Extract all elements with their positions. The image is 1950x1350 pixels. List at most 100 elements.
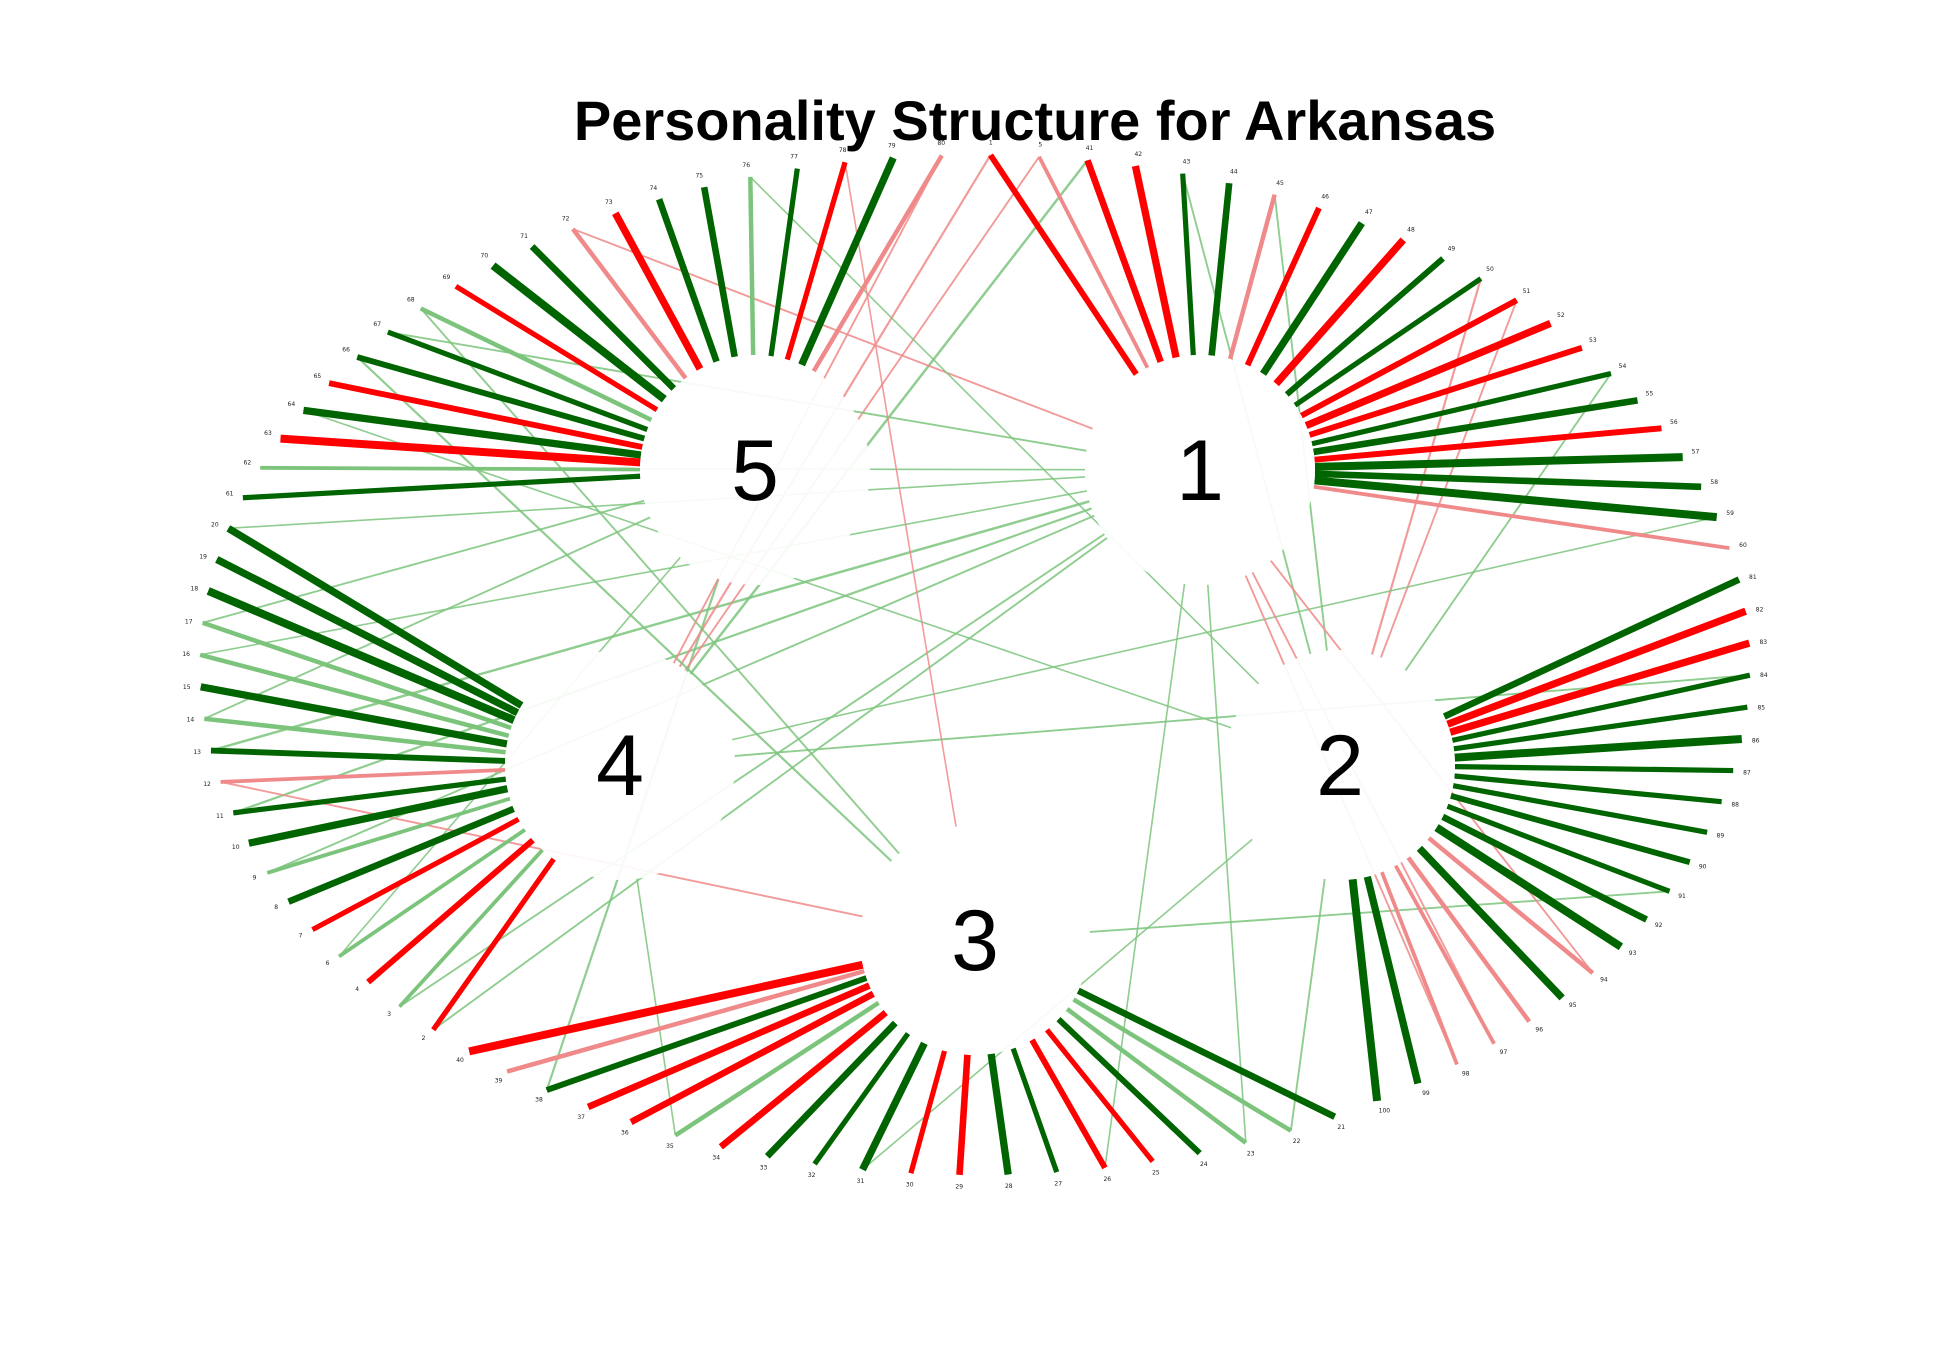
loading-edge-item-45 xyxy=(1227,194,1277,360)
item-label-60: 60 xyxy=(1739,542,1747,549)
loading-edge-item-97 xyxy=(1393,864,1496,1045)
loading-edge-item-98 xyxy=(1380,871,1459,1066)
loading-edge-item-49 xyxy=(1284,256,1445,397)
loading-edge-item-18 xyxy=(206,587,516,724)
item-label-67: 67 xyxy=(373,321,381,328)
item-label-18: 18 xyxy=(191,586,199,593)
loading-edge-item-75 xyxy=(700,186,738,358)
loading-edge-item-24 xyxy=(1056,1016,1202,1156)
item-label-100: 100 xyxy=(1379,1108,1391,1115)
loading-edge-item-57 xyxy=(1314,453,1683,471)
item-label-92: 92 xyxy=(1655,922,1663,929)
item-label-31: 31 xyxy=(857,1178,865,1185)
loading-edge-item-80 xyxy=(811,154,944,373)
item-label-10: 10 xyxy=(232,844,240,851)
item-label-71: 71 xyxy=(520,233,528,240)
cross-loading-edge xyxy=(572,228,1093,430)
item-label-2: 2 xyxy=(422,1035,426,1042)
loading-edge-item-53 xyxy=(1308,345,1583,438)
factor-label-2: 2 xyxy=(1316,718,1364,814)
loading-edge-item-20 xyxy=(226,525,524,709)
item-label-93: 93 xyxy=(1629,950,1637,957)
loading-edge-item-74 xyxy=(656,198,720,363)
item-label-83: 83 xyxy=(1759,639,1767,646)
loading-edge-item-3 xyxy=(398,848,544,1008)
loading-edge-item-54 xyxy=(1311,371,1612,447)
cross-loading-edge xyxy=(399,533,1106,1008)
item-label-45: 45 xyxy=(1276,180,1284,187)
item-label-16: 16 xyxy=(182,651,190,658)
loading-edge-item-23 xyxy=(1065,1007,1248,1145)
item-label-15: 15 xyxy=(183,684,191,691)
item-label-98: 98 xyxy=(1462,1070,1470,1077)
item-label-21: 21 xyxy=(1337,1124,1345,1131)
item-label-26: 26 xyxy=(1103,1176,1111,1183)
loading-edge-item-19 xyxy=(215,556,520,717)
loading-edge-item-6 xyxy=(337,828,527,959)
item-label-51: 51 xyxy=(1523,288,1531,295)
primary-loading-edges xyxy=(199,153,1751,1176)
item-label-35: 35 xyxy=(666,1143,674,1150)
loading-edge-item-78 xyxy=(784,161,848,361)
loading-edge-item-28 xyxy=(987,1053,1012,1176)
loading-edge-item-14 xyxy=(204,716,506,755)
item-label-66: 66 xyxy=(342,346,350,353)
item-label-94: 94 xyxy=(1600,977,1608,984)
item-label-32: 32 xyxy=(808,1172,816,1179)
item-label-76: 76 xyxy=(742,162,750,169)
loading-edge-item-32 xyxy=(812,1031,911,1166)
item-label-12: 12 xyxy=(203,781,211,788)
item-label-46: 46 xyxy=(1321,194,1329,201)
item-label-17: 17 xyxy=(185,618,193,625)
item-label-80: 80 xyxy=(937,140,945,147)
item-label-82: 82 xyxy=(1756,606,1764,613)
item-label-59: 59 xyxy=(1726,510,1734,517)
loading-edge-item-68 xyxy=(419,306,653,422)
item-label-77: 77 xyxy=(790,153,798,160)
item-label-75: 75 xyxy=(695,172,703,179)
loading-edge-item-77 xyxy=(768,168,800,357)
item-label-38: 38 xyxy=(535,1097,543,1104)
item-label-11: 11 xyxy=(216,813,224,820)
item-label-44: 44 xyxy=(1230,168,1238,175)
item-label-33: 33 xyxy=(760,1164,768,1171)
cross-loading-edge xyxy=(203,516,651,720)
factor-nodes: 1 2 3 4 5 xyxy=(505,355,1455,1055)
item-label-5: 5 xyxy=(1038,141,1042,148)
item-label-87: 87 xyxy=(1743,770,1751,777)
item-label-7: 7 xyxy=(299,932,303,939)
loading-edge-item-37 xyxy=(586,982,871,1110)
item-label-97: 97 xyxy=(1500,1049,1508,1056)
item-label-14: 14 xyxy=(187,717,195,724)
item-label-99: 99 xyxy=(1422,1090,1430,1097)
loading-edge-item-91 xyxy=(1446,803,1671,894)
item-label-20: 20 xyxy=(211,522,219,529)
item-label-28: 28 xyxy=(1005,1183,1013,1190)
item-label-91: 91 xyxy=(1678,893,1686,900)
factor-label-1: 1 xyxy=(1176,423,1224,519)
cross-loading-edge xyxy=(356,356,893,862)
item-label-57: 57 xyxy=(1692,449,1700,456)
loading-edge-item-41 xyxy=(1084,159,1164,364)
loading-edge-item-27 xyxy=(1010,1047,1060,1174)
loading-edge-item-66 xyxy=(356,354,646,442)
cross-loading-edge xyxy=(200,490,1088,656)
loading-edge-item-71 xyxy=(529,244,677,391)
loading-edge-item-22 xyxy=(1072,997,1293,1133)
cross-loading-edge xyxy=(202,499,645,624)
item-label-56: 56 xyxy=(1670,419,1678,426)
item-label-69: 69 xyxy=(443,274,451,281)
loading-edge-item-83 xyxy=(1449,639,1751,736)
item-label-78: 78 xyxy=(839,147,847,154)
item-label-3: 3 xyxy=(387,1011,391,1018)
loading-edge-item-15 xyxy=(200,683,508,748)
item-label-13: 13 xyxy=(193,749,201,756)
loading-edge-item-62 xyxy=(260,465,641,472)
loading-edge-item-95 xyxy=(1416,845,1565,1001)
loading-edge-item-44 xyxy=(1208,182,1233,356)
item-label-24: 24 xyxy=(1200,1161,1208,1168)
loading-edge-item-87 xyxy=(1454,764,1734,774)
loading-edge-item-84 xyxy=(1451,672,1751,743)
loading-edge-item-55 xyxy=(1313,397,1639,456)
